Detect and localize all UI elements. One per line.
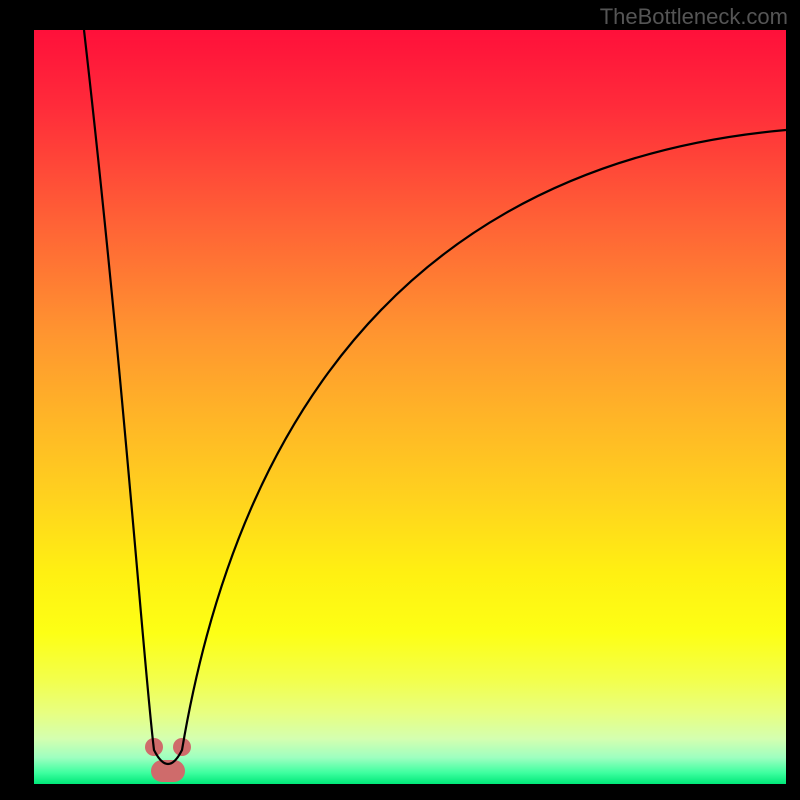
chart-svg: [34, 30, 786, 784]
frame-bottom: [0, 784, 800, 800]
frame-right: [786, 0, 800, 800]
frame-left: [0, 0, 34, 800]
watermark-text: TheBottleneck.com: [600, 4, 788, 30]
chart-plot-area: [34, 30, 786, 784]
